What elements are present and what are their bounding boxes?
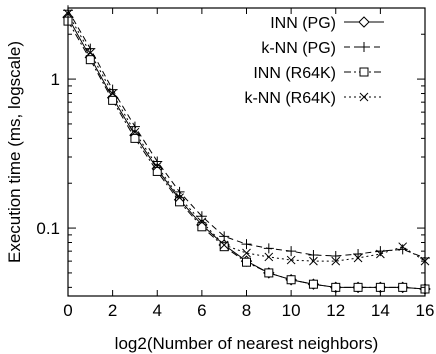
x-tick-label: 10 xyxy=(282,301,301,320)
series-line xyxy=(67,9,426,259)
legend-label: k-NN (PG) xyxy=(261,40,336,57)
data-point xyxy=(308,249,319,260)
x-tick-label: 16 xyxy=(416,301,435,320)
data-point xyxy=(242,257,251,267)
y-axis: 10.1 xyxy=(36,33,425,288)
data-point xyxy=(263,243,274,254)
x-tick-label: 0 xyxy=(63,301,72,320)
data-point xyxy=(286,246,297,257)
data-point xyxy=(264,268,274,278)
data-point xyxy=(197,217,207,227)
data-point xyxy=(108,89,117,98)
data-point xyxy=(331,256,341,266)
x-axis-label: log2(Number of nearest neighbors) xyxy=(115,334,379,353)
data-point xyxy=(353,282,363,292)
x-tick-label: 2 xyxy=(108,301,117,320)
data-point xyxy=(353,253,363,263)
data-point xyxy=(242,248,251,258)
data-point xyxy=(286,275,296,285)
data-point xyxy=(197,222,207,232)
data-point xyxy=(85,43,96,54)
data-point xyxy=(398,282,408,292)
data-point xyxy=(175,193,184,203)
data-point xyxy=(219,231,230,242)
data-point xyxy=(219,242,229,252)
data-point xyxy=(398,242,408,252)
y-axis-label: Execution time (ms, logscale) xyxy=(5,41,24,263)
y-tick-label: 0.1 xyxy=(36,219,60,238)
data-point xyxy=(309,256,318,266)
x-tick-label: 8 xyxy=(242,301,251,320)
x-tick-label: 4 xyxy=(153,301,162,320)
data-point xyxy=(130,133,140,143)
data-point xyxy=(196,211,207,222)
data-point xyxy=(330,250,341,261)
data-point xyxy=(175,197,185,207)
x-tick-label: 12 xyxy=(326,301,345,320)
data-point xyxy=(129,121,140,132)
legend-label: k-NN (R64K) xyxy=(244,90,336,107)
legend-marker xyxy=(359,92,369,102)
data-point xyxy=(241,239,252,250)
data-point xyxy=(308,279,318,289)
series-markers xyxy=(62,5,431,295)
data-point xyxy=(152,166,162,176)
data-point xyxy=(219,240,229,250)
data-point xyxy=(264,252,274,262)
data-point xyxy=(85,48,95,58)
x-tick-label: 6 xyxy=(197,301,206,320)
legend-label: INN (R64K) xyxy=(253,65,336,82)
legend-marker xyxy=(359,42,369,52)
legend-label: INN (PG) xyxy=(270,15,336,32)
data-point xyxy=(376,249,385,259)
data-point xyxy=(152,161,162,171)
data-point xyxy=(286,255,296,265)
legend: INN (PG) k-NN (PG) INN (R64K) k-NN (R64K) xyxy=(244,15,384,107)
data-point xyxy=(108,95,118,105)
x-axis: 0 2 4 6 8 10 12 14 16 xyxy=(63,8,434,320)
y-tick-label: 1 xyxy=(51,70,60,89)
legend-marker xyxy=(359,67,369,77)
data-point xyxy=(152,156,163,167)
series-line xyxy=(67,13,426,262)
x-tick-label: 14 xyxy=(371,301,390,320)
data-point xyxy=(397,244,408,255)
data-point xyxy=(130,127,140,137)
data-point xyxy=(174,186,185,197)
data-point xyxy=(85,55,95,65)
legend-marker xyxy=(358,16,370,28)
